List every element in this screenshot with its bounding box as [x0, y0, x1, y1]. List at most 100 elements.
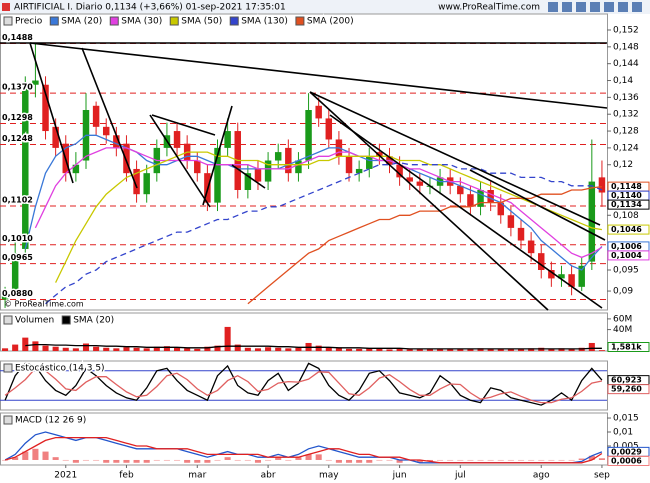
bar: [32, 448, 39, 460]
bar: [477, 459, 484, 461]
candle-body: [578, 265, 585, 287]
bar: [143, 348, 150, 351]
bar: [72, 348, 79, 351]
value-box: [607, 384, 650, 395]
x-tick-label: feb: [119, 471, 134, 481]
toolbar-icon[interactable]: [632, 2, 642, 12]
candle-body: [194, 160, 201, 174]
y-tick-label: 0,136: [613, 93, 639, 103]
y-tick-label: 0,108: [613, 211, 639, 221]
y-tick-label: 0,01: [613, 428, 633, 438]
bar: [538, 459, 545, 461]
level-label: 0,1488: [2, 33, 33, 42]
value-box-label: 0,1046: [611, 225, 642, 234]
value-box-label: 0,1004: [611, 251, 642, 260]
bar: [588, 342, 595, 351]
candle-body: [143, 173, 150, 195]
candle-body: [548, 270, 555, 279]
candle-body: [102, 126, 110, 136]
candle-body: [173, 131, 181, 148]
bar: [153, 346, 160, 351]
bar: [52, 457, 59, 460]
bar: [244, 347, 251, 351]
series-line: [247, 185, 602, 305]
level-label: 0,1010: [2, 234, 33, 243]
series-line: [34, 147, 603, 259]
bar: [447, 348, 454, 351]
candle-body: [315, 105, 322, 119]
header-icon: [2, 3, 10, 11]
candle-body: [11, 253, 19, 292]
toolbar-icon[interactable]: [576, 2, 586, 12]
candle-body: [345, 156, 353, 174]
candle-body: [295, 160, 302, 174]
bar: [356, 348, 363, 351]
bar: [457, 459, 464, 461]
bar: [416, 459, 423, 463]
bar: [143, 459, 150, 463]
trend-line: [329, 114, 603, 309]
bar: [275, 457, 282, 460]
bar: [265, 459, 272, 461]
candle-body: [22, 88, 29, 249]
bar: [133, 459, 140, 463]
bar: [467, 459, 474, 461]
bar: [295, 347, 302, 351]
bar: [285, 348, 292, 351]
bar: [82, 459, 90, 461]
y-tick-label: 0,12: [613, 160, 633, 170]
toolbar-icon[interactable]: [562, 2, 572, 12]
series-line: [4, 362, 603, 406]
bar: [598, 458, 605, 460]
bar: [244, 459, 251, 461]
candle-body: [598, 177, 606, 193]
bar: [528, 348, 535, 351]
value-box-label: 0,1006: [611, 242, 642, 251]
value-box-label: 59,260: [611, 385, 642, 394]
y-tick-label: 0,152: [613, 26, 639, 36]
bar: [315, 345, 322, 351]
level-label: 0,0965: [2, 253, 33, 262]
candle-body: [467, 194, 474, 207]
bar: [224, 326, 231, 351]
bar: [517, 348, 525, 351]
x-tick-label: jul: [454, 471, 466, 481]
toolbar-icon[interactable]: [618, 2, 628, 12]
bar: [396, 348, 403, 351]
bar: [325, 347, 332, 351]
trend-line: [309, 91, 549, 311]
legend-swatch: [109, 16, 119, 26]
y-tick-label: 0,005: [613, 441, 639, 451]
candle-body: [1, 291, 9, 300]
candle-body: [264, 160, 272, 182]
bar: [345, 348, 353, 351]
bar: [42, 451, 49, 460]
y-tick-label: 60M: [613, 314, 632, 324]
bar: [517, 459, 525, 461]
bar: [174, 459, 181, 461]
bar: [396, 459, 403, 463]
candle-body: [52, 126, 59, 148]
toolbar-icon[interactable]: [590, 2, 600, 12]
legend-label: SMA (200): [307, 17, 354, 27]
legend-label: Volumen: [15, 316, 54, 326]
bar: [345, 459, 353, 463]
bar: [285, 459, 292, 461]
bar: [42, 345, 49, 351]
legend-label: SMA (30): [121, 17, 162, 27]
candle-body: [224, 131, 231, 148]
bar: [103, 347, 110, 351]
legend-label: MACD (12 26 9): [15, 416, 86, 426]
bar: [457, 349, 464, 351]
candle-body: [92, 105, 100, 127]
trend-line: [309, 91, 601, 226]
legend-swatch: [295, 16, 305, 26]
bar: [315, 454, 322, 460]
panel-frame: [0, 13, 608, 311]
toolbar-icon[interactable]: [604, 2, 614, 12]
bar: [2, 459, 9, 461]
bar: [477, 348, 484, 351]
toolbar-icon[interactable]: [548, 2, 558, 12]
bar: [548, 348, 555, 351]
